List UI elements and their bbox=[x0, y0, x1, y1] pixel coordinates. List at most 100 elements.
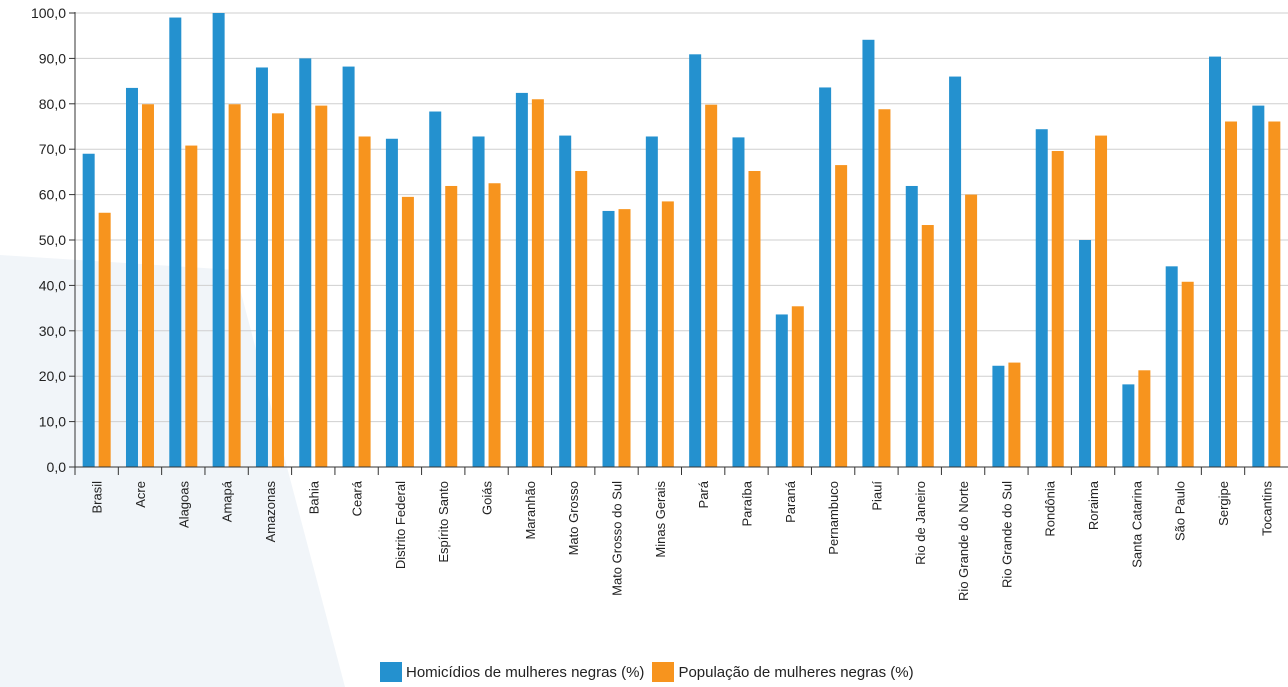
bar-populacao bbox=[358, 136, 371, 467]
x-tick-label: Piauí bbox=[869, 481, 884, 511]
x-tick-label: São Paulo bbox=[1173, 481, 1188, 541]
bar-homicidios bbox=[1209, 56, 1222, 468]
legend: Homicídios de mulheres negras (%) Popula… bbox=[380, 662, 922, 682]
bar-homicidios bbox=[1079, 240, 1092, 467]
bar-populacao bbox=[575, 170, 588, 467]
bar-populacao bbox=[228, 104, 241, 467]
bar-populacao bbox=[1095, 135, 1108, 467]
x-tick-label: Amapá bbox=[220, 480, 235, 522]
y-tick-label: 40,0 bbox=[39, 277, 66, 293]
x-tick-label: Rondônia bbox=[1043, 480, 1058, 536]
bar-homicidios bbox=[1165, 266, 1178, 467]
y-tick-label: 50,0 bbox=[39, 232, 66, 248]
bar-homicidios bbox=[212, 13, 225, 467]
legend-item-homicidios: Homicídios de mulheres negras (%) bbox=[380, 662, 644, 682]
bar-populacao bbox=[878, 109, 891, 468]
x-tick-label: Minas Gerais bbox=[653, 481, 668, 558]
bar-populacao bbox=[1181, 281, 1194, 467]
x-tick-label: Roraima bbox=[1086, 480, 1101, 530]
x-tick-label: Pernambuco bbox=[826, 481, 841, 555]
bar-homicidios bbox=[342, 66, 355, 468]
x-axis-labels: Brasil Acre Alagoas Amapá Amazonas Bahia Ceará… bbox=[74, 467, 1274, 601]
bar-homicidios bbox=[169, 17, 182, 467]
x-tick-label: Bahia bbox=[306, 480, 321, 514]
y-tick-label: 0,0 bbox=[47, 459, 67, 475]
y-tick-label: 20,0 bbox=[39, 368, 66, 384]
bar-populacao bbox=[315, 105, 328, 467]
bar-homicidios bbox=[82, 153, 95, 468]
x-tick-label: Rio de Janeiro bbox=[913, 481, 928, 565]
x-tick-label: Rio Grande do Norte bbox=[956, 481, 971, 601]
bar-populacao bbox=[965, 194, 978, 467]
bar-populacao bbox=[705, 104, 718, 467]
bar-populacao bbox=[185, 145, 198, 467]
bar-homicidios bbox=[775, 314, 788, 467]
bars bbox=[82, 13, 1281, 468]
bar-homicidios bbox=[299, 58, 312, 468]
bar-homicidios bbox=[949, 76, 962, 467]
bar-homicidios bbox=[992, 365, 1005, 467]
bar-homicidios bbox=[905, 185, 918, 467]
bar-homicidios bbox=[602, 210, 615, 467]
x-tick-label: Goiás bbox=[480, 481, 495, 515]
bar-homicidios bbox=[515, 92, 528, 468]
bar-populacao bbox=[661, 201, 674, 467]
bar-populacao bbox=[141, 104, 154, 467]
x-tick-label: Maranhão bbox=[523, 481, 538, 540]
legend-item-populacao: População de mulheres negras (%) bbox=[652, 662, 914, 682]
bar-populacao bbox=[618, 209, 631, 468]
x-tick-label: Acre bbox=[133, 481, 148, 508]
bar-homicidios bbox=[862, 39, 875, 467]
x-tick-label: Espírito Santo bbox=[436, 481, 451, 563]
x-tick-label: Amazonas bbox=[263, 481, 278, 543]
x-tick-label: Pará bbox=[696, 480, 711, 508]
bar-populacao bbox=[1225, 121, 1238, 468]
bar-populacao bbox=[791, 306, 804, 467]
bar-populacao bbox=[1008, 362, 1021, 467]
bar-populacao bbox=[1268, 121, 1281, 468]
bar-populacao bbox=[835, 165, 848, 467]
x-tick-label: Ceará bbox=[350, 480, 365, 516]
legend-swatch-blue bbox=[380, 662, 402, 682]
bar-homicidios bbox=[385, 138, 398, 467]
y-tick-label: 60,0 bbox=[39, 187, 66, 203]
bar-populacao bbox=[98, 212, 111, 467]
bar-homicidios bbox=[645, 136, 658, 467]
bar-homicidios bbox=[559, 135, 572, 467]
x-tick-label: Tocantins bbox=[1259, 481, 1274, 536]
bar-populacao bbox=[1051, 151, 1064, 468]
y-tick-label: 90,0 bbox=[39, 50, 66, 66]
y-tick-label: 70,0 bbox=[39, 141, 66, 157]
bar-populacao bbox=[1138, 370, 1151, 467]
legend-label-homicidios: Homicídios de mulheres negras (%) bbox=[406, 663, 645, 681]
x-tick-label: Alagoas bbox=[176, 481, 191, 528]
y-tick-label: 100,0 bbox=[31, 5, 66, 21]
bar-homicidios bbox=[732, 137, 745, 467]
bar-homicidios bbox=[429, 111, 442, 467]
x-tick-label: Mato Grosso bbox=[566, 481, 581, 555]
bar-homicidios bbox=[1035, 129, 1048, 467]
x-tick-label: Brasil bbox=[90, 481, 105, 514]
legend-swatch-orange bbox=[652, 662, 675, 682]
x-tick-label: Sergipe bbox=[1216, 481, 1231, 526]
x-tick-label: Distrito Federal bbox=[393, 481, 408, 569]
x-tick-label: Mato Grosso do Sul bbox=[610, 481, 625, 596]
bar-homicidios bbox=[1252, 105, 1265, 467]
bar-homicidios bbox=[472, 136, 485, 467]
bar-populacao bbox=[401, 196, 414, 467]
y-tick-label: 30,0 bbox=[39, 323, 66, 339]
x-tick-label: Paraná bbox=[783, 480, 798, 523]
bar-populacao bbox=[488, 183, 501, 467]
bar-populacao bbox=[748, 170, 761, 467]
x-tick-label: Paraíba bbox=[739, 480, 754, 526]
x-tick-label: Santa Catarina bbox=[1129, 480, 1144, 567]
bar-populacao bbox=[531, 99, 544, 467]
bar-homicidios bbox=[125, 87, 138, 467]
y-tick-label: 10,0 bbox=[39, 414, 66, 430]
bar-homicidios bbox=[819, 87, 832, 468]
legend-label-populacao: População de mulheres negras (%) bbox=[678, 663, 914, 681]
bar-homicidios bbox=[1122, 384, 1135, 467]
bar-homicidios bbox=[689, 54, 702, 468]
bar-homicidios bbox=[255, 67, 268, 467]
